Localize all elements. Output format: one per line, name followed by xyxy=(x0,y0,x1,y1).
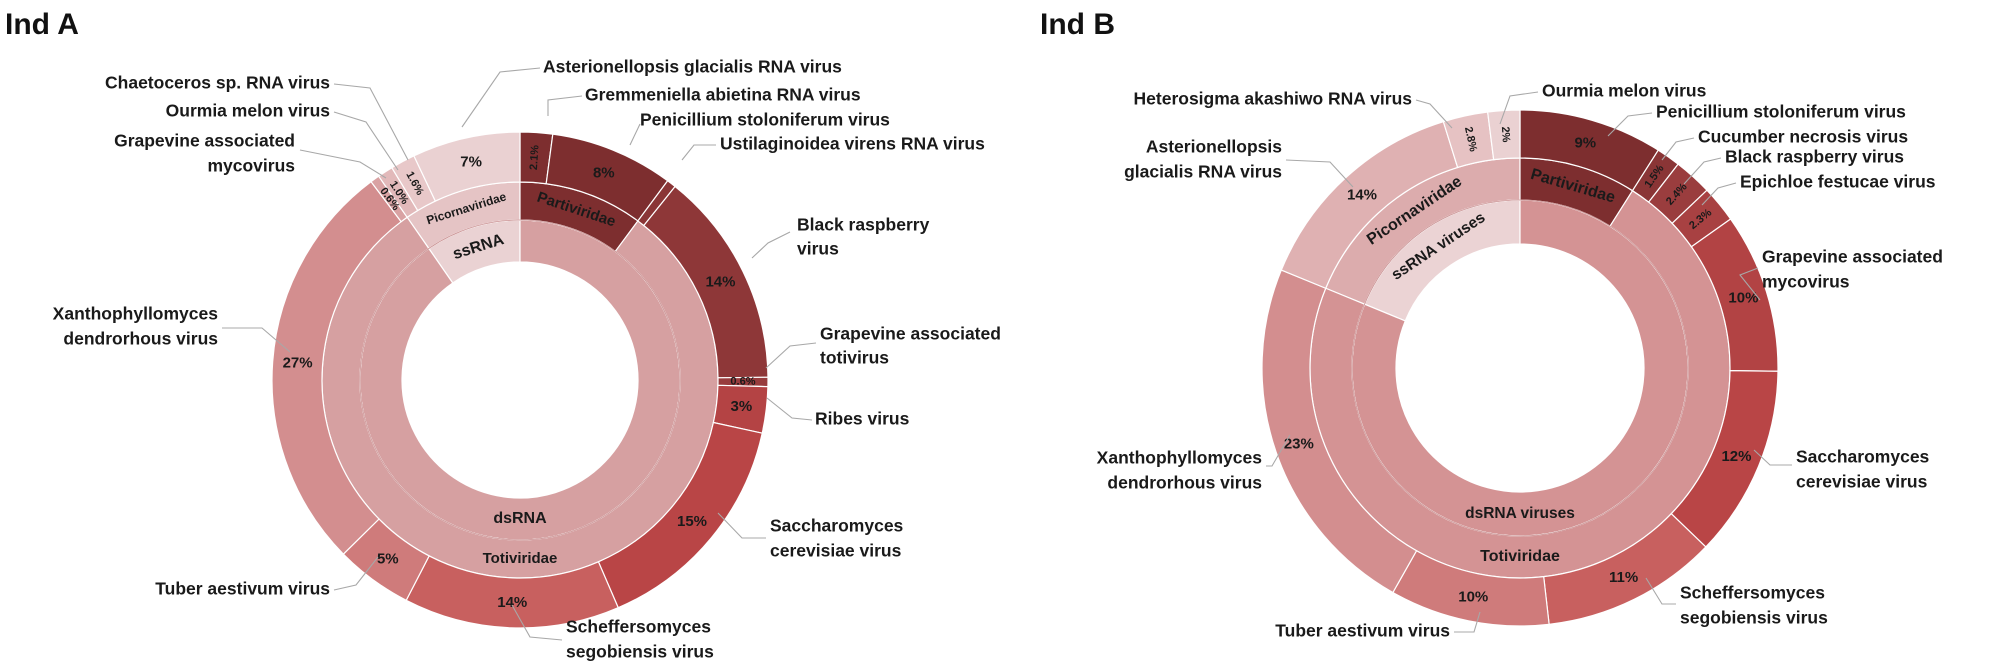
leader-line xyxy=(511,604,563,641)
species-label-epichloe-festucae-virus: Epichloe festucae virus xyxy=(1740,172,1936,192)
leader-line xyxy=(1454,611,1481,633)
species-label-cucumber-necrosis-virus: Cucumber necrosis virus xyxy=(1698,127,1908,147)
leader-line xyxy=(1683,157,1722,185)
leader-line xyxy=(222,327,291,353)
species-label-black-raspberry-virus: virus xyxy=(797,239,839,259)
slice-percent-label: 14% xyxy=(497,594,527,611)
slice-asterionellopsis-glacialis-rna-virus xyxy=(413,131,521,202)
panel-title: Ind A xyxy=(5,8,79,41)
species-label-penicillium-stoloniferum-virus: Penicillium stoloniferum virus xyxy=(1656,102,1906,122)
panel-ind-a: Ind A2.1%8%14%0.6%3%15%14%5%27%0.6%1.0%1… xyxy=(5,8,1001,662)
group-label-dsrna: dsRNA xyxy=(493,510,547,527)
species-label-penicillium-stoloniferum-virus: Penicillium stoloniferum virus xyxy=(640,110,890,130)
slice-percent-label: 0.6% xyxy=(730,376,755,388)
species-label-ustilaginoidea-virens-rna-virus: Ustilaginoidea virens RNA virus xyxy=(720,134,985,154)
slice-percent-label: 15% xyxy=(677,513,707,530)
leader-line xyxy=(1661,137,1695,161)
species-label-chaetoceros-sp-rna-virus: Chaetoceros sp. RNA virus xyxy=(105,73,330,93)
leader-line xyxy=(751,231,791,259)
species-label-saccharomyces-cerevisiae-virus: cerevisiae virus xyxy=(1796,472,1928,492)
leader-line xyxy=(299,149,387,179)
leader-line xyxy=(1701,182,1737,206)
species-label-scheffersomyces-segobiensis-virus: segobiensis virus xyxy=(1680,608,1828,628)
slice-percent-label: 14% xyxy=(1347,186,1377,203)
slice-percent-label: 23% xyxy=(1284,435,1314,452)
slice-ourmia-melon-virus xyxy=(1486,109,1521,161)
slice-percent-label: 11% xyxy=(1609,569,1638,586)
leader-line xyxy=(1285,159,1354,188)
species-label-asterionellopsis-glacialis-rna-virus: Asterionellopsis xyxy=(1146,137,1282,157)
species-label-grapevine-associated-mycovirus: Grapevine associated xyxy=(1762,247,1943,267)
leader-line xyxy=(629,123,641,146)
species-label-xanthophyllomyces-dendrorhous-virus: dendrorhous virus xyxy=(1107,473,1262,493)
leader-line xyxy=(1739,267,1761,301)
species-label-grapevine-associated-mycovirus: mycovirus xyxy=(207,156,295,176)
species-label-grapevine-associated-mycovirus: mycovirus xyxy=(1762,272,1850,292)
species-label-grapevine-associated-totivirus: totivirus xyxy=(820,348,889,368)
leader-line xyxy=(765,342,817,369)
leader-line xyxy=(333,83,409,161)
family-label-totiviridae: Totiviridae xyxy=(483,550,558,567)
slice-percent-label: 12% xyxy=(1721,448,1751,465)
species-label-ourmia-melon-virus: Ourmia melon virus xyxy=(1542,81,1707,101)
leader-line xyxy=(547,95,583,116)
slice-percent-label: 2% xyxy=(1499,126,1512,143)
leader-line xyxy=(681,144,716,161)
species-label-grapevine-associated-mycovirus: Grapevine associated xyxy=(114,131,295,151)
slice-percent-label: 8% xyxy=(593,164,615,181)
leader-line xyxy=(333,111,399,171)
group-label-dsrna-viruses: dsRNA viruses xyxy=(1465,505,1575,522)
ring-separator xyxy=(359,219,681,541)
species-label-scheffersomyces-segobiensis-virus: Scheffersomyces xyxy=(1680,583,1825,603)
species-label-asterionellopsis-glacialis-rna-virus: glacialis RNA virus xyxy=(1124,162,1282,182)
species-label-scheffersomyces-segobiensis-virus: segobiensis virus xyxy=(566,642,714,662)
inner-ring-dsrna xyxy=(359,219,681,541)
panel-title: Ind B xyxy=(1040,8,1115,41)
species-label-xanthophyllomyces-dendrorhous-virus: Xanthophyllomyces xyxy=(53,304,219,324)
species-label-asterionellopsis-glacialis-rna-virus: Asterionellopsis glacialis RNA virus xyxy=(543,57,842,77)
species-label-grapevine-associated-totivirus: Grapevine associated xyxy=(820,324,1001,344)
slice-percent-label: 3% xyxy=(731,398,753,415)
species-label-black-raspberry-virus: Black raspberry virus xyxy=(1725,147,1904,167)
slice-percent-label: 2.8% xyxy=(1462,126,1479,153)
slice-percent-label: 27% xyxy=(283,354,313,371)
leader-line xyxy=(1607,112,1653,137)
species-label-xanthophyllomyces-dendrorhous-virus: dendrorhous virus xyxy=(63,329,218,349)
ring-separator xyxy=(1351,199,1689,537)
panel-ind-b: Ind B9%1.5%2.4%2.3%10%12%11%10%23%14%2.8… xyxy=(1040,8,1943,641)
leader-line xyxy=(1753,449,1792,466)
species-label-gremmeniella-abietina-rna-virus: Gremmeniella abietina RNA virus xyxy=(585,85,861,105)
leader-line xyxy=(1266,434,1291,467)
species-label-ourmia-melon-virus: Ourmia melon virus xyxy=(166,101,331,121)
species-label-saccharomyces-cerevisiae-virus: Saccharomyces xyxy=(1796,447,1930,467)
slice-percent-label: 2.1% xyxy=(528,144,542,170)
slice-percent-label: 9% xyxy=(1574,134,1596,151)
species-label-tuber-aestivum-virus: Tuber aestivum virus xyxy=(1275,621,1450,641)
family-label-totiviridae: Totiviridae xyxy=(1480,548,1560,565)
leader-line xyxy=(717,512,766,539)
leader-line xyxy=(333,556,379,591)
species-label-ribes-virus: Ribes virus xyxy=(815,409,910,429)
species-label-tuber-aestivum-virus: Tuber aestivum virus xyxy=(155,579,330,599)
slice-percent-label: 7% xyxy=(460,153,482,170)
species-label-saccharomyces-cerevisiae-virus: cerevisiae virus xyxy=(770,541,902,561)
species-label-scheffersomyces-segobiensis-virus: Scheffersomyces xyxy=(566,617,711,637)
species-label-saccharomyces-cerevisiae-virus: Saccharomyces xyxy=(770,516,904,536)
leader-line xyxy=(1645,577,1676,605)
slice-percent-label: 10% xyxy=(1728,289,1758,306)
species-label-black-raspberry-virus: Black raspberry xyxy=(797,215,930,235)
slice-percent-label: 10% xyxy=(1458,588,1488,605)
species-label-xanthophyllomyces-dendrorhous-virus: Xanthophyllomyces xyxy=(1097,448,1263,468)
leader-line xyxy=(461,67,541,128)
leader-line xyxy=(766,397,813,421)
species-label-heterosigma-akashiwo-rna-virus: Heterosigma akashiwo RNA virus xyxy=(1134,89,1413,109)
leader-line xyxy=(1499,91,1539,125)
leader-line xyxy=(1415,99,1453,129)
slice-percent-label: 5% xyxy=(377,551,399,568)
slice-percent-label: 14% xyxy=(705,273,735,290)
